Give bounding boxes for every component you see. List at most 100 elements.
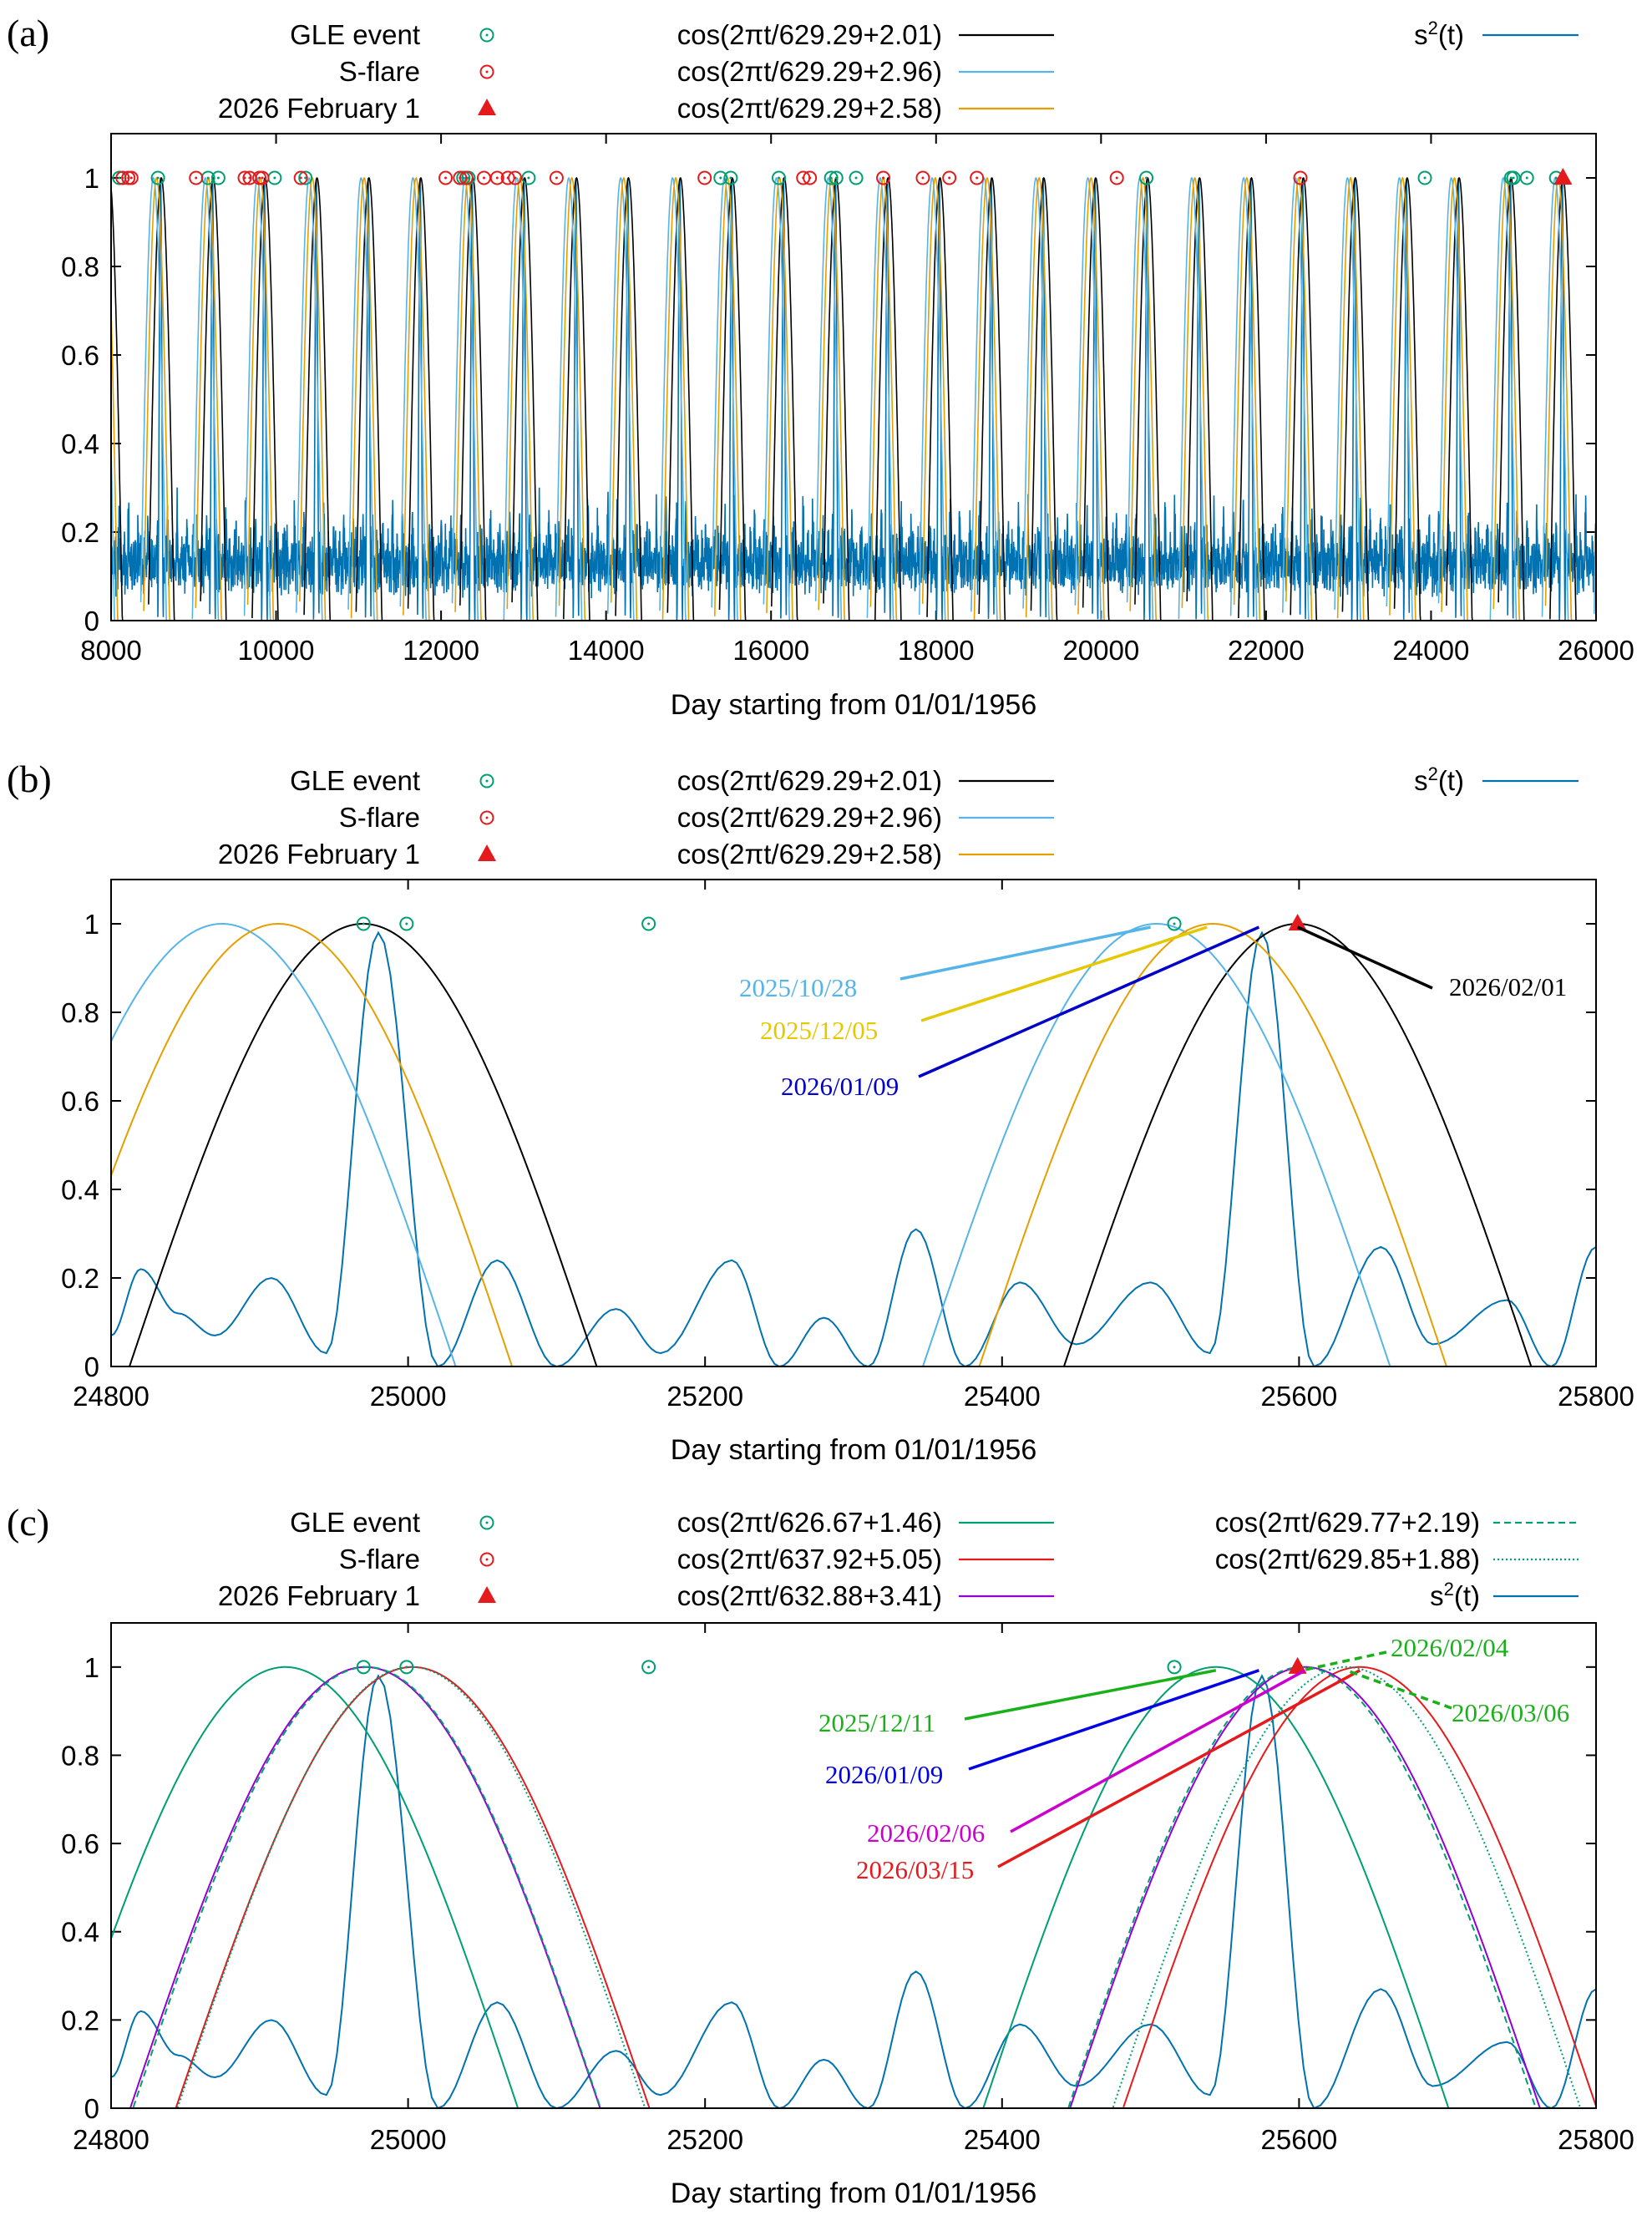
legend-label: s2(t) <box>1430 1579 1480 1611</box>
s-flare-marker-dot <box>195 176 198 180</box>
legend-label-base: s <box>1414 765 1428 796</box>
feb1-marker <box>1288 1656 1307 1674</box>
s-flare-marker <box>479 810 494 825</box>
x-tick-label: 18000 <box>898 635 975 666</box>
s-flare-marker <box>438 170 454 185</box>
s-flare-marker <box>459 170 474 185</box>
annotation-leader-line <box>1345 1669 1452 1710</box>
legend: GLE event S-flare 2026 February 1 cos(2πt/6… <box>218 763 1579 870</box>
s-flare-marker-dot <box>258 176 261 180</box>
s-flare-marker-dot <box>495 176 499 180</box>
s-flare-marker <box>479 64 494 79</box>
s-flare-marker-dot <box>808 176 812 180</box>
s2-series-line <box>111 930 1596 1366</box>
legend-label-rest: (t) <box>1438 19 1464 50</box>
annotation-leader-line <box>968 1669 1259 1771</box>
annotation-leader-line <box>1010 1669 1306 1833</box>
s-flare-marker-dot <box>248 176 251 180</box>
gle-event-marker <box>399 1660 414 1675</box>
s-flare-marker <box>970 170 985 185</box>
x-tick-label: 25800 <box>1558 2124 1634 2155</box>
legend-label: cos(2πt/629.85+1.88) <box>1215 1544 1480 1574</box>
feb1-marker <box>478 1586 496 1603</box>
gle-event-marker-dot <box>405 922 408 925</box>
gle-event-marker-dot <box>156 176 160 180</box>
annotation-leader-line <box>1296 925 1433 990</box>
chart-panel-1: (a)8000 10000 12000 14000 16000 18000 20000 220… <box>7 12 1634 721</box>
legend: GLE event S-flare 2026 February 1 cos(2πt/6… <box>218 18 1579 124</box>
x-tick-label: 25400 <box>964 1381 1041 1412</box>
annotation-date-label: 2025/12/05 <box>760 1016 878 1045</box>
s-flare-marker <box>479 1552 494 1567</box>
x-tick-label: 24800 <box>73 2124 149 2155</box>
x-tick-label: 14000 <box>568 635 645 666</box>
y-tick-label: 0.2 <box>61 1263 99 1294</box>
legend-label-rest: (t) <box>1438 765 1464 796</box>
s-flare-marker-dot <box>464 176 468 180</box>
y-tick-label: 0 <box>84 2093 99 2124</box>
y-tick-label: 0.4 <box>61 428 99 459</box>
x-tick-label: 25200 <box>666 1381 743 1412</box>
s-flare-marker-dot <box>129 176 133 180</box>
gle-event-marker <box>1519 170 1534 185</box>
legend-label-base: s <box>1414 19 1428 50</box>
gle-event-marker-dot <box>647 1666 651 1669</box>
s-flare-marker <box>237 170 252 185</box>
gle-event-marker <box>521 170 536 185</box>
gle-event-marker <box>298 170 313 185</box>
plot-area <box>111 923 1596 1366</box>
s-flare-marker-dot <box>514 176 517 180</box>
s-flare-marker-dot <box>127 176 130 180</box>
legend-label: cos(2πt/629.29+2.01) <box>677 19 942 50</box>
annotations: 2025/10/28 2025/12/05 2026/01/09 2026/02/01 <box>739 925 1567 1101</box>
x-tick-label: 8000 <box>80 635 141 666</box>
s-flare-marker-dot <box>482 176 485 180</box>
s-flare-marker-dot <box>921 176 925 180</box>
gle-event-marker-dot <box>485 33 489 37</box>
legend-label: cos(2πt/626.67+1.46) <box>677 1507 942 1538</box>
s-flare-marker <box>942 170 957 185</box>
gle-event-marker <box>356 1660 371 1675</box>
s-flare-marker <box>124 170 139 185</box>
s-flare-marker-dot <box>1299 176 1302 180</box>
legend-label: cos(2πt/629.29+2.58) <box>677 839 942 870</box>
s2-series-line <box>111 177 1596 621</box>
y-tick-label: 0.4 <box>61 1917 99 1948</box>
plot-frame <box>110 1622 1597 2109</box>
gle-event-marker-dot <box>405 1666 408 1669</box>
legend-label: cos(2πt/632.88+3.41) <box>677 1580 942 1611</box>
gle-event-marker-dot <box>206 176 210 180</box>
panel-letter: (a) <box>7 12 49 54</box>
annotation-date-label: 2026/01/09 <box>825 1760 943 1789</box>
gle-event-marker-dot <box>647 922 651 925</box>
y-tick-label: 0 <box>84 606 99 636</box>
x-tick-label: 12000 <box>403 635 479 666</box>
legend-label: GLE event <box>290 19 420 50</box>
gle-event-marker <box>479 1515 494 1530</box>
plot-area <box>111 176 1596 621</box>
annotation-leader-line <box>918 925 1260 1078</box>
gle-event-marker-dot <box>118 176 121 180</box>
s-flare-marker <box>255 170 270 185</box>
x-tick-label: 25800 <box>1558 1381 1634 1412</box>
gle-event-marker-dot <box>719 176 722 180</box>
plot-area <box>111 1666 1596 2108</box>
gle-event-marker <box>1506 170 1521 185</box>
legend-label-sup: 2 <box>1444 1579 1454 1600</box>
gle-event-marker-dot <box>1145 176 1148 180</box>
gle-event-marker <box>772 170 787 185</box>
s-flare-marker <box>697 170 712 185</box>
annotation-date-label: 2026/02/04 <box>1391 1633 1509 1662</box>
gle-event-marker-dot <box>304 176 307 180</box>
chart-panel-2: (b) 24800 25000 25200 25400 25600 25800 0 0.2 0.4… <box>7 758 1634 1466</box>
annotations: 2025/12/11 2026/01/09 2026/02/06 2026/03/15… <box>818 1633 1569 1884</box>
annotation-leader-line <box>899 925 1151 981</box>
x-tick-label: 25000 <box>370 1381 447 1412</box>
gle-event-marker-dot <box>1173 922 1176 925</box>
gle-event-marker <box>356 916 371 931</box>
legend-label-sup: 2 <box>1428 18 1438 38</box>
y-tick-label: 1 <box>84 909 99 940</box>
s-flare-marker <box>876 170 891 185</box>
y-tick-label: 0.8 <box>61 997 99 1028</box>
legend-label: GLE event <box>290 765 420 796</box>
